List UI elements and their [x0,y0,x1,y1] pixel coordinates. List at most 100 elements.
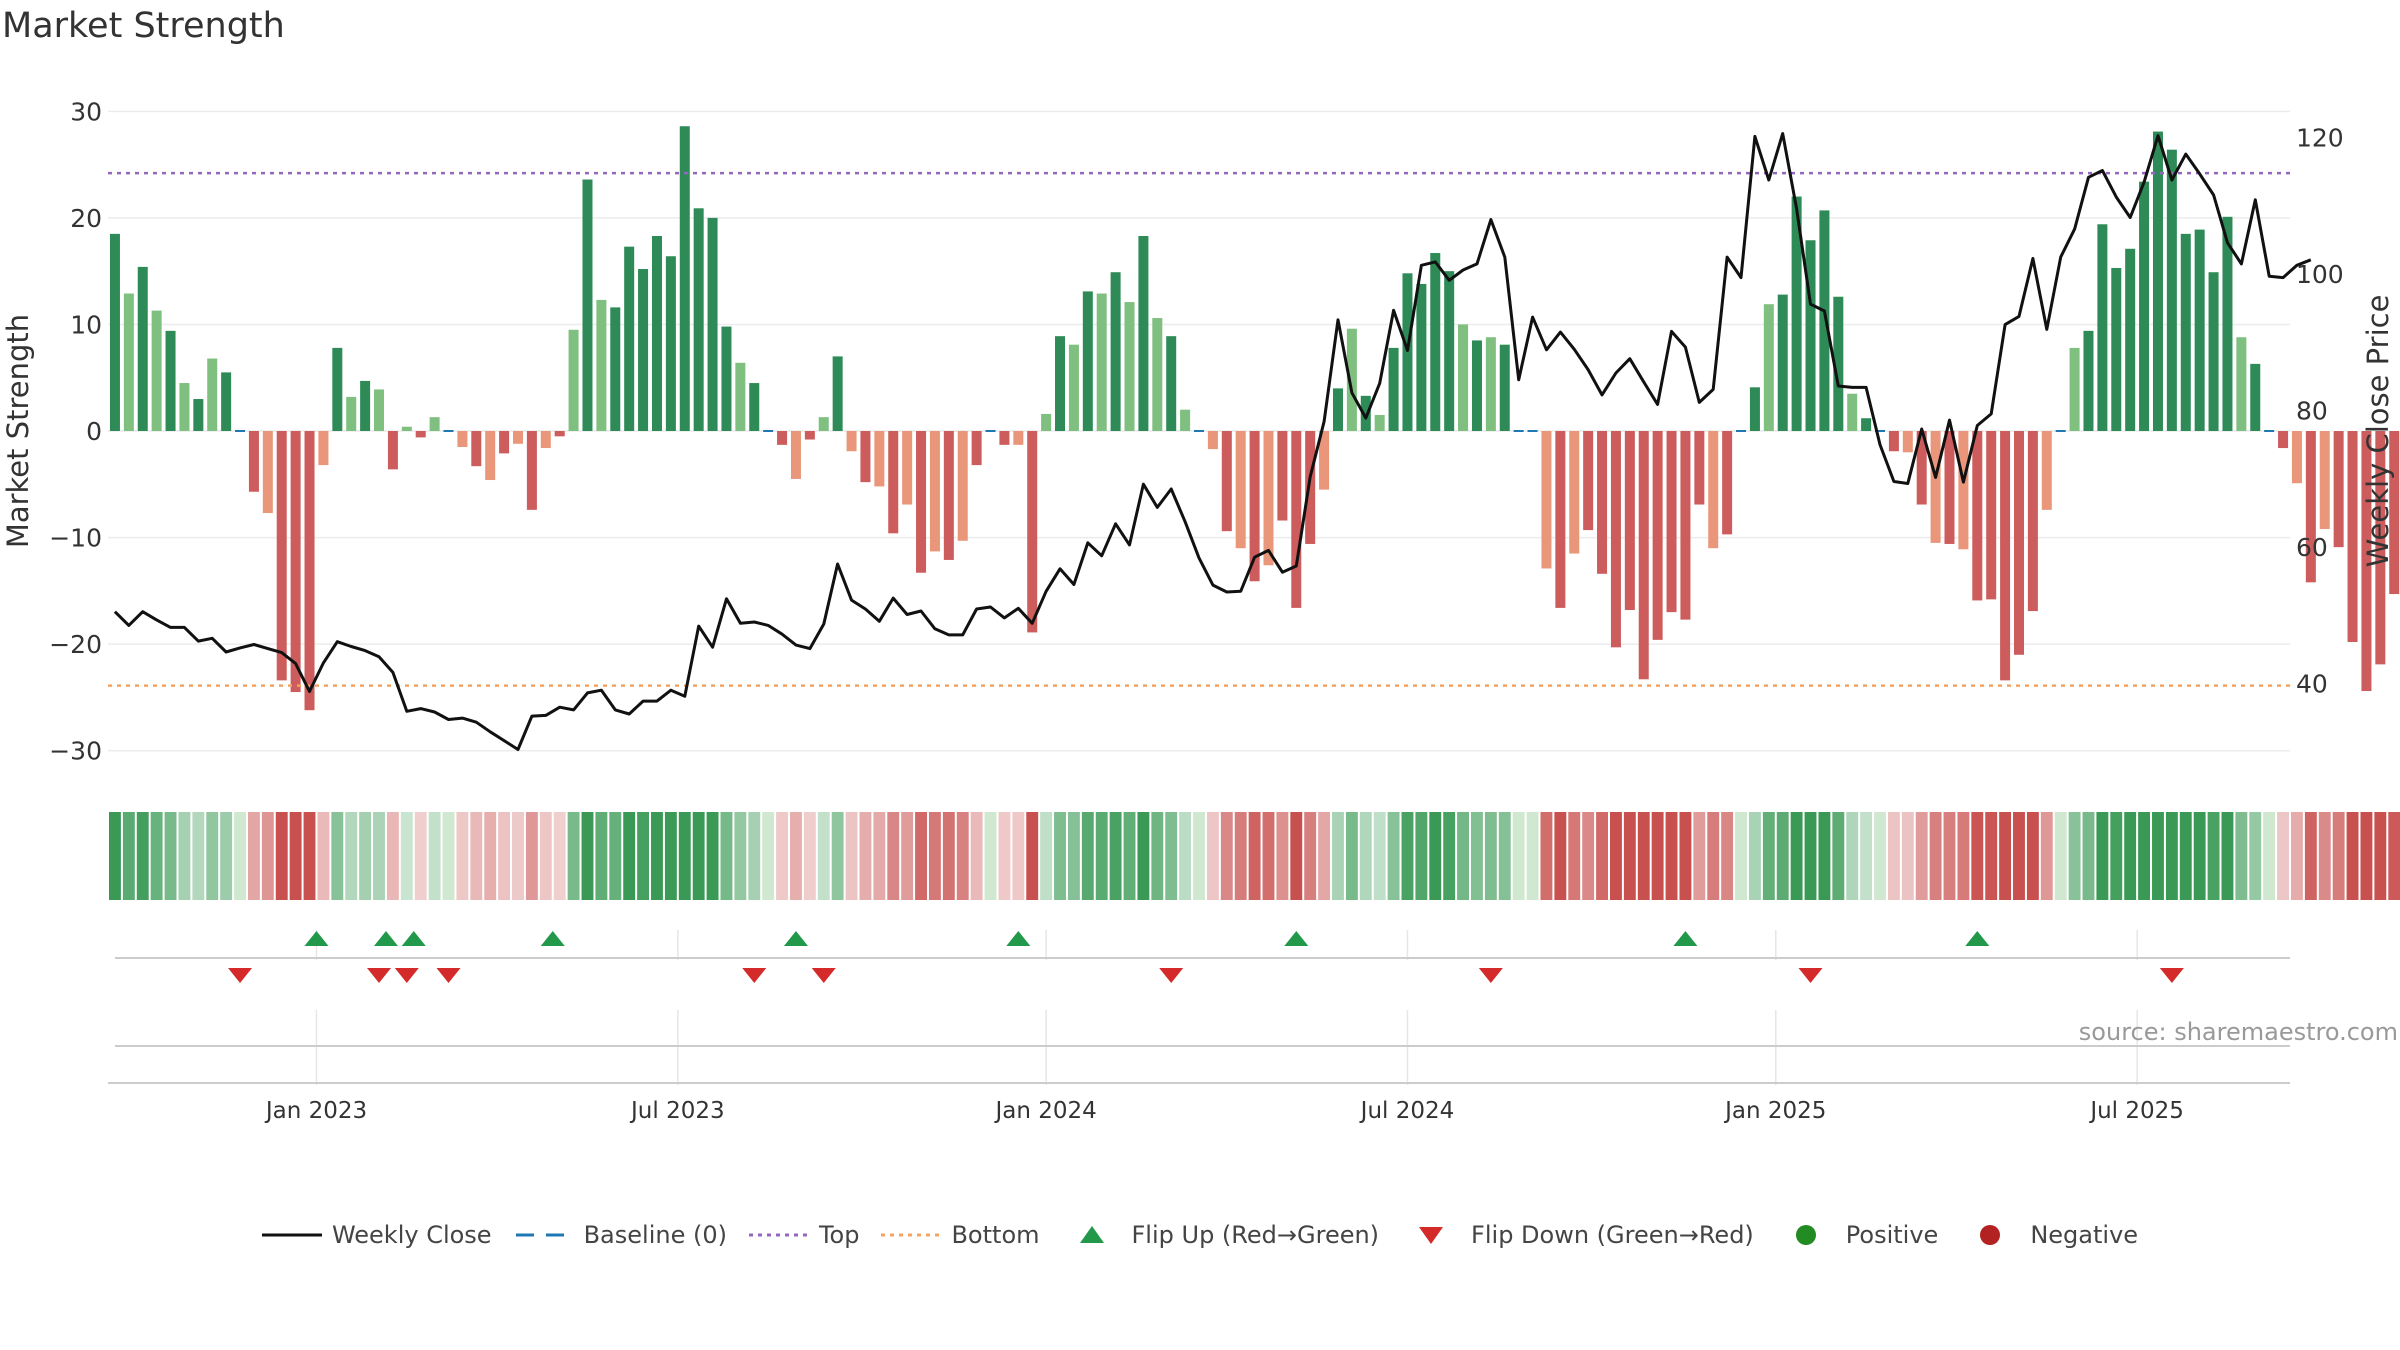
strength-bar [1916,431,1927,505]
heat-cell [998,812,1011,900]
heat-cell [1748,812,1761,900]
heat-cell [1512,812,1525,900]
y-tick-label: 30 [70,97,102,126]
strength-bar [193,399,204,431]
strength-bar [1027,431,1038,633]
heat-cell [1929,812,1942,900]
legend-item-positive[interactable]: Positive [1776,1221,1939,1249]
heat-cell [1193,812,1205,900]
legend-item-weekly-close[interactable]: Weekly Close [261,1221,492,1249]
strength-bar [1722,431,1733,535]
strength-bar [1847,393,1858,431]
strength-bar [1110,272,1121,431]
heat-cell [734,812,747,900]
heat-cell [1526,812,1539,900]
strength-bar [2152,131,2163,431]
heat-cell [414,812,427,900]
strength-bar [2222,216,2233,431]
strength-bar [596,299,607,431]
strength-bar [1360,395,1371,431]
heat-cell [595,812,608,900]
chart-title: Market Strength [2,6,285,46]
strength-bar [207,358,218,431]
heat-cell [1887,812,1900,900]
heat-cell [637,812,650,900]
heat-cell [692,812,705,900]
legend-label: Positive [1845,1221,1939,1249]
heat-cell [2388,812,2400,900]
strength-bar [471,431,482,467]
strength-bar [721,326,732,431]
heat-cell [150,812,163,900]
heat-cell [2221,812,2234,900]
strength-bar [1986,431,1997,600]
heat-cell [2374,812,2387,900]
heat-cell [2068,812,2081,900]
strength-bar [2208,272,2219,431]
strength-bar [387,431,398,470]
strength-bar [749,383,760,431]
strength-bar [290,431,301,693]
strength-bar [1569,431,1580,554]
strength-bar [1138,235,1149,431]
strength-bar [2083,330,2094,431]
strength-bar [401,426,412,431]
x-tick-label: Jul 2024 [1359,1098,1455,1124]
legend: Weekly Close Baseline (0) Top Bottom Fli… [0,1215,2400,1255]
legend-item-top[interactable]: Top [748,1221,859,1249]
source-note: source: sharemaestro.com [2078,1018,2398,1046]
strength-bar [1388,347,1399,431]
heat-cell [1832,812,1845,900]
legend-item-baseline[interactable]: Baseline (0) [514,1221,727,1249]
heat-cell [581,812,594,900]
strength-bar [860,431,871,483]
strength-bar [276,431,287,681]
heat-cell [1179,812,1192,900]
dotted-line-icon [881,1233,942,1237]
strength-bar [1458,324,1469,431]
strength-bar [929,431,940,552]
legend-item-flip-down[interactable]: Flip Down (Green→Red) [1401,1221,1754,1249]
heat-cell [1637,812,1650,900]
heat-cell [1318,812,1331,900]
heat-cell [1067,812,1080,900]
legend-item-flip-up[interactable]: Flip Up (Red→Green) [1062,1221,1379,1249]
heat-cell [470,812,483,900]
heat-cell [2207,812,2220,900]
strength-bar [610,307,621,431]
strength-bar [1819,210,1830,431]
heat-cell [1012,812,1025,900]
strength-bar [735,362,746,431]
triangle-down-icon [1419,1227,1444,1244]
heat-cell [1206,812,1219,900]
strength-bar [2000,431,2011,681]
strength-bar [1944,431,1955,544]
heat-cell [2235,812,2248,900]
strength-bar [1305,431,1316,544]
heat-cell [859,812,872,900]
heat-cell [845,812,858,900]
strength-bar [818,417,829,431]
heat-cell [1484,812,1497,900]
strength-bar [1291,431,1302,608]
strength-bar [346,396,357,431]
strength-bar [332,347,343,431]
legend-item-bottom[interactable]: Bottom [881,1221,1040,1249]
heat-cell [1415,812,1428,900]
strength-bar [415,431,426,438]
legend-item-negative[interactable]: Negative [1960,1221,2138,1249]
flip-markers [108,931,2290,1084]
strength-bar [2111,267,2122,431]
heat-cell [984,812,997,900]
heat-cell [2152,812,2164,900]
heat-cell [2013,812,2025,900]
heat-cell [2040,812,2053,900]
heat-cell [1304,812,1317,900]
strength-bar [832,356,843,431]
strength-bar [1471,340,1482,431]
strength-bar [2194,229,2205,431]
x-tick-label: Jul 2025 [2088,1098,2184,1124]
flip-up-marker [1284,931,1309,946]
heat-cell [122,812,135,900]
